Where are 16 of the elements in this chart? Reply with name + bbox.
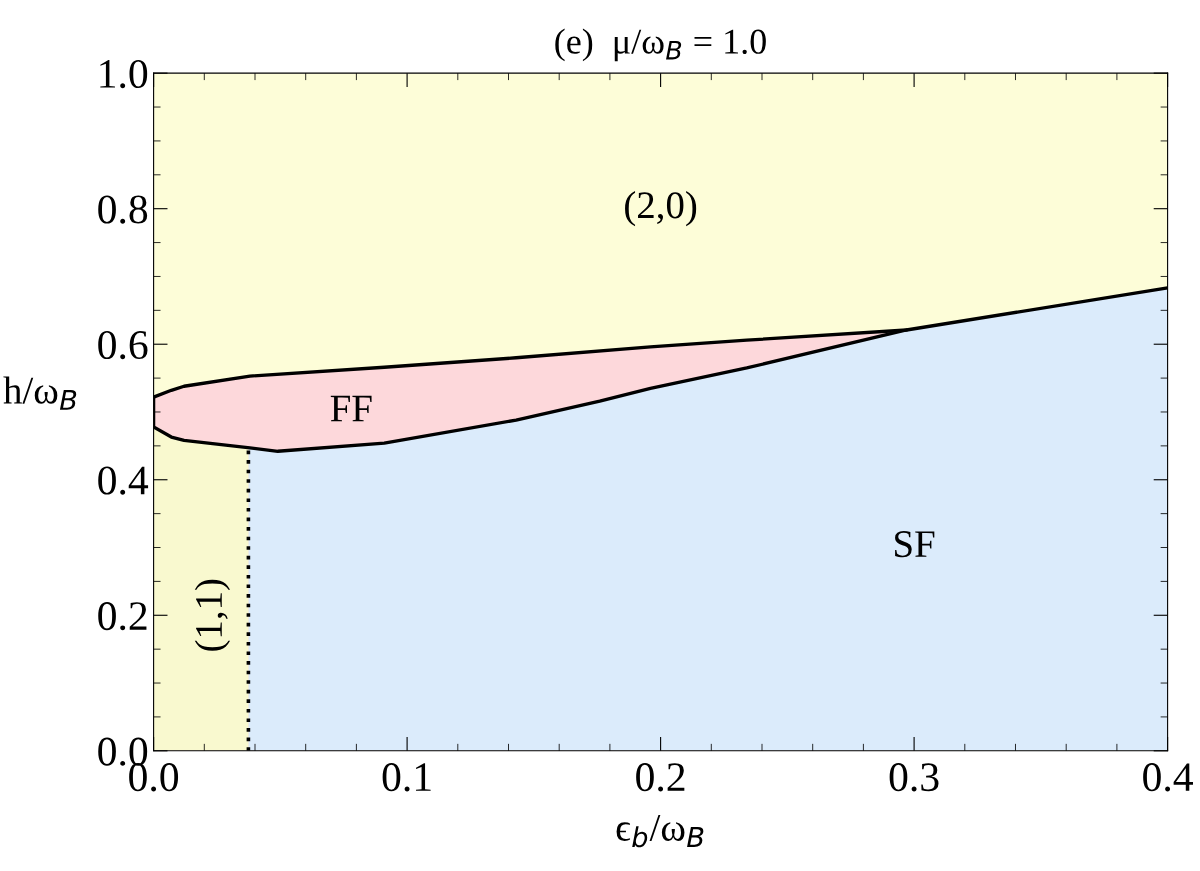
y-tick-label: 0.4 [98,466,149,495]
x-tick-label: 0.3 [889,763,939,792]
x-axis-title: ϵ$_{b}$/ω$_{B}$ [616,814,704,848]
annotation: FF [330,395,372,422]
annotation: (1,1) [194,579,231,651]
chart-title: (e) μ/ω$_{B}$ = 1.0 [555,28,766,62]
x-tick-label: 0.4 [1143,763,1193,792]
y-tick-label: 0.8 [98,195,148,224]
y-tick-label: 0.6 [98,330,148,360]
annotation: SF [895,531,935,558]
annotation: (2,0) [625,191,697,227]
x-tick-label: 0.1 [382,763,431,792]
x-tick-label: 0.2 [636,763,685,792]
y-tick-label: 1.0 [100,59,148,89]
y-tick-label: 0.2 [98,602,147,631]
y-axis-title: h/ω$_{B}$ [3,376,77,410]
